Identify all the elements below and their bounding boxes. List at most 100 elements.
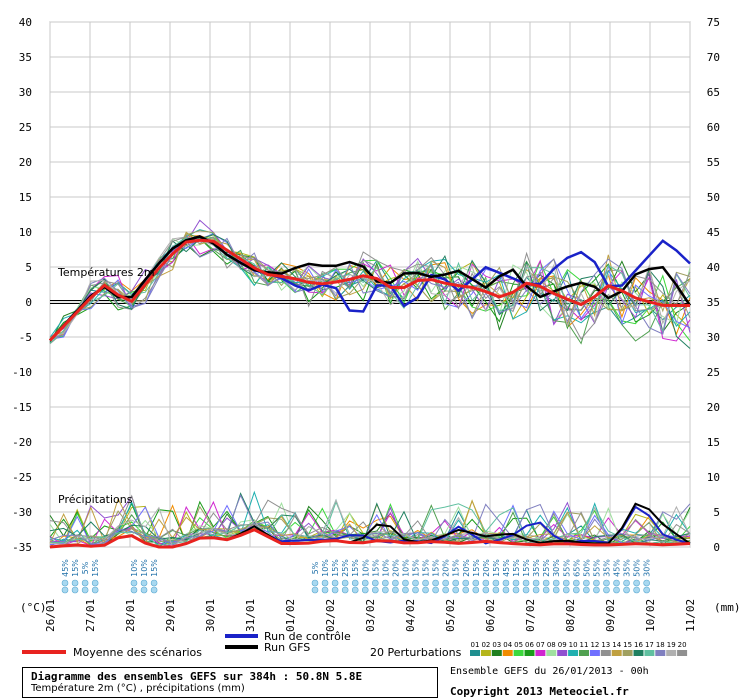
date-tick-label: 31/01 (244, 599, 257, 632)
probability-label: 30% (552, 559, 561, 577)
left-tick-label: -15 (12, 401, 32, 414)
probability-label: 15% (432, 559, 441, 577)
date-tick-label: 07/02 (524, 599, 537, 632)
precip-drop-icon (462, 579, 470, 587)
left-tick-label: 15 (19, 191, 32, 204)
probability-label: 10% (381, 559, 390, 577)
probability-label: 10% (140, 559, 149, 577)
precip-drop-icon (613, 579, 620, 587)
perturbation-id: 16 (634, 641, 643, 649)
precip-drop-icon (512, 579, 520, 587)
date-tick-label: 28/01 (124, 599, 137, 632)
precip-drop-icon (71, 579, 79, 587)
probability-label: 10% (361, 559, 370, 577)
copyright: Copyright 2013 Meteociel.fr (450, 685, 629, 698)
precip-drop-icon (140, 586, 148, 594)
precip-drop-icon (91, 579, 99, 587)
perturbation-swatch (633, 650, 644, 656)
precip-drop-icon (562, 586, 570, 594)
perturbation-swatch (600, 650, 611, 656)
precip-drop-icon (522, 586, 530, 594)
legend-mean-label: Moyenne des scénarios (73, 646, 202, 659)
precip-drop-icon (321, 586, 329, 594)
precip-drop-icon (613, 586, 620, 594)
precip-drop-icon (402, 586, 409, 594)
precip-drop-icon (81, 586, 89, 594)
probability-label: 5% (81, 561, 90, 574)
probability-label: 30% (643, 559, 652, 577)
left-tick-label: 10 (19, 226, 32, 239)
precip-drop-icon (532, 586, 540, 594)
left-tick-label: -20 (12, 436, 32, 449)
precip-drop-icon (623, 586, 630, 594)
left-tick-label: 20 (19, 156, 32, 169)
precip-drop-icon (603, 586, 610, 594)
probability-label: 20% (482, 559, 491, 577)
perturbation-swatch (557, 650, 568, 656)
precip-drop-icon (532, 579, 540, 587)
main-series (48, 235, 692, 549)
precip-drop-icon (351, 579, 359, 587)
perturbation-id: 17 (645, 641, 654, 649)
precip-drop-icon (412, 586, 419, 594)
precip-drop-icon (623, 579, 630, 587)
perturbation-id: 13 (601, 641, 610, 649)
probability-label: 10% (401, 559, 410, 577)
left-tick-label: -10 (12, 366, 32, 379)
precip-drop-icon (442, 586, 449, 594)
perturbation-id: 18 (656, 641, 665, 649)
precip-drop-icon (382, 579, 389, 587)
precip-drop-icon (402, 579, 409, 587)
precip-drop-icon (452, 579, 460, 587)
date-tick-label: 03/02 (364, 599, 377, 632)
perturbation-id: 11 (580, 641, 589, 649)
precip-drop-icon (71, 586, 79, 594)
date-tick-label: 06/02 (484, 599, 497, 632)
precip-drop-icon (552, 586, 560, 594)
precip-drop-icon (412, 579, 419, 587)
precip-drop-icon (472, 586, 480, 594)
legend-control-label: Run de contrôle (264, 630, 351, 643)
perturbation-swatch (535, 650, 546, 656)
date-axis-ticks: 26/01 27/01 28/01 29/01 30/01 31/01 01/02 02/02… (44, 599, 697, 632)
perturbation-swatch (491, 650, 502, 656)
right-tick-label: 70 (707, 51, 720, 64)
precip-drop-icon (593, 579, 600, 587)
precip-drop-icon (633, 579, 640, 587)
date-tick-label: 10/02 (644, 599, 657, 632)
right-tick-label: 45 (707, 226, 720, 239)
date-tick-label: 08/02 (564, 599, 577, 632)
precip-drop-icon (502, 579, 510, 587)
perturbation-line (49, 237, 691, 345)
precip-drop-icon (371, 586, 379, 594)
probability-label: 15% (150, 559, 159, 577)
precip-drop-icon (432, 579, 439, 587)
perturbation-id: 15 (623, 641, 632, 649)
perturbation-id: 05 (514, 641, 523, 649)
left-tick-label: -35 (12, 541, 32, 554)
right-tick-label: 0 (713, 541, 720, 554)
footer-title: Diagramme des ensembles GEFS sur 384h : … (31, 670, 363, 683)
right-tick-label: 35 (707, 296, 720, 309)
legend-gfs-label: Run GFS (264, 641, 310, 654)
date-tick-label: 09/02 (604, 599, 617, 632)
precip-drop-icon (422, 579, 429, 587)
precip-drop-icon (572, 586, 580, 594)
precip-drop-icon (331, 586, 339, 594)
probability-label: 55% (562, 559, 571, 577)
probability-label: 15% (351, 559, 360, 577)
date-tick-label: 27/01 (84, 599, 97, 632)
perturbation-legend: 01 02 03 04 05 06 07 08 09 10 11 12 13 14 15 16 17 18 19 20 (470, 641, 688, 656)
probability-label: 65% (572, 559, 581, 577)
precip-drop-icon (61, 586, 69, 594)
probability-label: 45% (502, 559, 511, 577)
precip-probabilities: 45% 15% 5% 15% 10% 10% 15% 5% 10% 15% 25% 15% 10% 15%… (61, 559, 652, 594)
perturbation-id: 14 (612, 641, 621, 649)
footer-subtitle: Température 2m (°C) , précipitations (mm… (31, 683, 245, 694)
precip-drop-icon (371, 579, 379, 587)
precip-drop-icon (150, 586, 158, 594)
perturbation-id: 04 (503, 641, 512, 649)
perturbation-swatch (568, 650, 579, 656)
perturbation-swatch (677, 650, 688, 656)
